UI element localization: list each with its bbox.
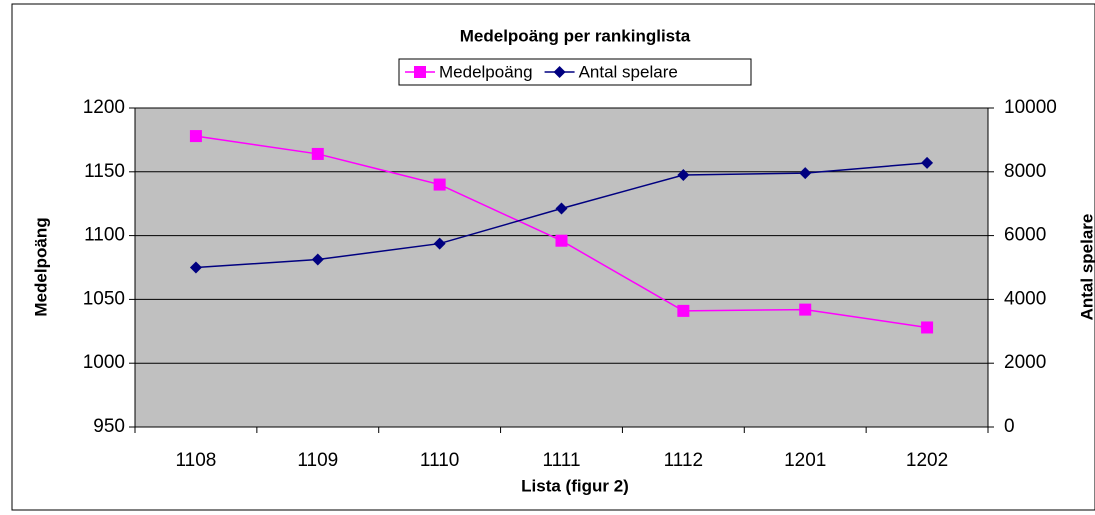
x-tick-label: 1111 [542,450,580,471]
point [311,147,324,160]
y-tick-label: 1150 [84,161,125,182]
chart-title: Medelpoäng per rankinglista [460,26,691,45]
y2-tick-label: 2000 [1004,352,1046,373]
legend-marker [414,66,426,78]
x-tick-label: 1202 [906,450,948,471]
point [799,167,812,180]
point [677,168,690,181]
point [189,130,202,143]
y2-tick-label: 6000 [1004,225,1046,246]
point [677,304,690,317]
x-tick-label: 1112 [664,450,703,471]
legend-marker [553,66,566,78]
y2-axis-title: Antal spelare [1077,214,1095,321]
legend-box [398,58,752,86]
x-axis-title: Lista (figur 2) [521,476,629,495]
point [433,178,446,191]
y-tick-label: 1050 [83,288,125,309]
x-tick-label: 1108 [175,450,216,471]
point [555,234,568,247]
y-tick-label: 950 [93,416,125,437]
point [921,156,934,169]
point [799,303,812,316]
y-tick-label: 1100 [84,225,125,246]
y2-tick-label: 10000 [1004,97,1057,118]
y2-tick-label: 4000 [1004,288,1046,309]
y-tick-label: 1200 [83,97,125,118]
plot-area [134,107,989,428]
point [555,202,568,215]
y2-tick-label: 8000 [1004,161,1046,182]
y2-tick-label: 0 [1004,416,1015,437]
legend-label: Medelpoäng [439,62,533,81]
x-tick-label: 1109 [297,450,338,471]
legend-label: Antal spelare [579,62,678,81]
point [311,253,324,266]
y-axis-title: Medelpoäng [31,217,50,316]
point [189,261,202,274]
point [921,321,934,334]
x-tick-label: 1110 [420,450,459,471]
point [433,237,446,250]
y-tick-label: 1000 [83,352,125,373]
x-tick-label: 1201 [784,450,826,471]
